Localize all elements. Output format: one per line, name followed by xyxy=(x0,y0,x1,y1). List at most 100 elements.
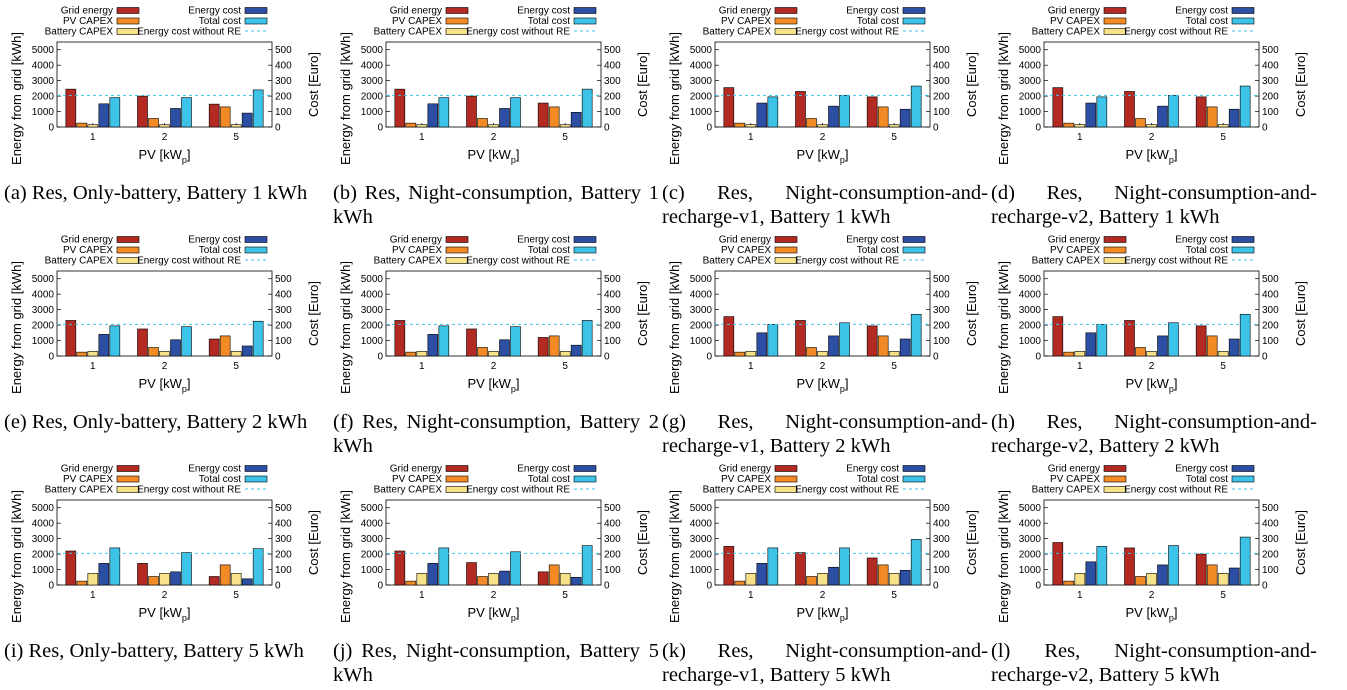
bar-battery-capex xyxy=(745,124,757,128)
legend-label: PV CAPEX xyxy=(1050,16,1100,27)
legend-label: Total cost xyxy=(528,474,570,485)
y-tick-label-left: 5000 xyxy=(32,274,55,285)
bar-total-cost xyxy=(252,89,264,128)
plot-frame xyxy=(385,41,602,128)
bar-total-cost xyxy=(438,97,450,128)
y-tick-label-left: 4000 xyxy=(1019,61,1042,72)
legend-swatch xyxy=(445,465,469,472)
legend-label: Energy cost without RE xyxy=(466,485,570,496)
bar-energy-cost xyxy=(170,339,181,357)
y-tick-label-right: 500 xyxy=(275,274,292,285)
plot-frame xyxy=(714,499,931,586)
y-axis-label-right: Cost [Euro] xyxy=(964,281,979,346)
x-tick-label: 2 xyxy=(491,361,497,372)
bar-energy-cost xyxy=(241,112,253,128)
bar-energy-cost xyxy=(828,566,839,586)
y-axis-label-left: Energy from grid [kWh] xyxy=(667,32,682,165)
bar-total-cost xyxy=(1239,85,1251,128)
legend-label: Grid energy xyxy=(61,235,113,246)
legend-swatch xyxy=(774,257,798,264)
x-tick-label: 2 xyxy=(820,132,826,143)
legend-swatch xyxy=(1231,246,1255,254)
legend-label: Grid energy xyxy=(1048,6,1100,17)
legend-label: Total cost xyxy=(857,245,899,256)
legend-label: PV CAPEX xyxy=(721,245,771,256)
legend-label: Grid energy xyxy=(61,464,113,475)
y-tick-label-right: 0 xyxy=(604,352,610,363)
y-tick-label-left: 4000 xyxy=(1019,290,1042,301)
y-tick-label-left: 1000 xyxy=(361,336,384,347)
y-tick-label-left: 4000 xyxy=(361,61,384,72)
legend-label: PV CAPEX xyxy=(392,474,442,485)
y-tick-label-left: 4000 xyxy=(690,290,713,301)
legend-swatch xyxy=(116,7,140,14)
bar-pv-capex xyxy=(1135,576,1146,586)
x-axis-label: PV [kWp] xyxy=(468,376,520,394)
legend-label: Battery CAPEX xyxy=(703,485,772,496)
legend-label: Battery CAPEX xyxy=(703,27,772,38)
legend-label: PV CAPEX xyxy=(721,16,771,27)
legend-swatch xyxy=(1231,236,1255,243)
x-axis-label: PV [kWp] xyxy=(139,147,191,165)
y-axis-label-left: Energy from grid [kWh] xyxy=(338,261,353,394)
bar-grid-energy xyxy=(65,320,77,357)
legend-label: Energy cost without RE xyxy=(1124,485,1228,496)
legend-swatch xyxy=(244,17,268,25)
bar-pv-capex xyxy=(219,564,231,586)
bar-grid-energy xyxy=(1052,316,1064,357)
legend-label: Grid energy xyxy=(390,235,442,246)
bar-total-cost xyxy=(1239,536,1251,586)
bar-total-cost xyxy=(252,548,264,586)
y-axis-label-right: Cost [Euro] xyxy=(635,510,650,575)
y-axis-label-right: Cost [Euro] xyxy=(306,52,321,117)
bar-total-cost xyxy=(581,88,593,128)
bar-battery-capex xyxy=(888,351,900,357)
bar-pv-capex xyxy=(148,576,159,586)
legend-swatch xyxy=(774,465,798,472)
bar-total-cost xyxy=(438,325,450,357)
y-tick-label-right: 100 xyxy=(275,565,292,576)
bar-total-cost xyxy=(767,324,779,357)
y-tick-label-right: 500 xyxy=(275,45,292,56)
y-tick-label-left: 2000 xyxy=(32,321,55,332)
y-tick-label-left: 3000 xyxy=(1019,305,1042,316)
legend-label: Energy cost without RE xyxy=(795,485,899,496)
legend-swatch xyxy=(573,7,597,14)
x-axis-label: PV [kWp] xyxy=(1126,376,1178,394)
bar-total-cost xyxy=(181,552,192,586)
bar-pv-capex xyxy=(148,118,159,128)
x-tick-label: 1 xyxy=(90,361,96,372)
y-tick-label-left: 1000 xyxy=(32,565,55,576)
bar-battery-capex xyxy=(416,124,428,128)
y-tick-label-right: 200 xyxy=(1262,92,1279,103)
y-tick-label-right: 500 xyxy=(1262,503,1279,514)
y-tick-label-left: 5000 xyxy=(690,45,713,56)
bar-battery-capex xyxy=(559,573,571,586)
bar-battery-capex xyxy=(230,573,242,586)
bar-grid-energy xyxy=(1052,87,1064,128)
y-tick-label-right: 0 xyxy=(933,123,939,134)
y-tick-label-right: 100 xyxy=(1262,107,1279,118)
y-tick-label-right: 300 xyxy=(604,305,621,316)
plot-frame xyxy=(385,270,602,357)
bar-energy-cost xyxy=(427,563,439,586)
y-tick-label-left: 0 xyxy=(377,352,383,363)
bar-battery-capex xyxy=(1074,573,1086,586)
bar-energy-cost xyxy=(570,576,582,586)
legend-swatch xyxy=(573,246,597,254)
y-tick-label-right: 200 xyxy=(275,550,292,561)
legend-label: Grid energy xyxy=(719,464,771,475)
x-tick-label: 5 xyxy=(891,590,897,601)
legend-swatch xyxy=(116,486,140,493)
bar-battery-capex xyxy=(230,351,242,357)
bar-pv-capex xyxy=(877,564,889,586)
x-axis-label: PV [kWp] xyxy=(468,147,520,165)
y-axis-label-left: Energy from grid [kWh] xyxy=(9,490,24,623)
x-tick-label: 2 xyxy=(162,590,168,601)
legend-swatch xyxy=(116,236,140,243)
bar-battery-capex xyxy=(1217,351,1229,357)
